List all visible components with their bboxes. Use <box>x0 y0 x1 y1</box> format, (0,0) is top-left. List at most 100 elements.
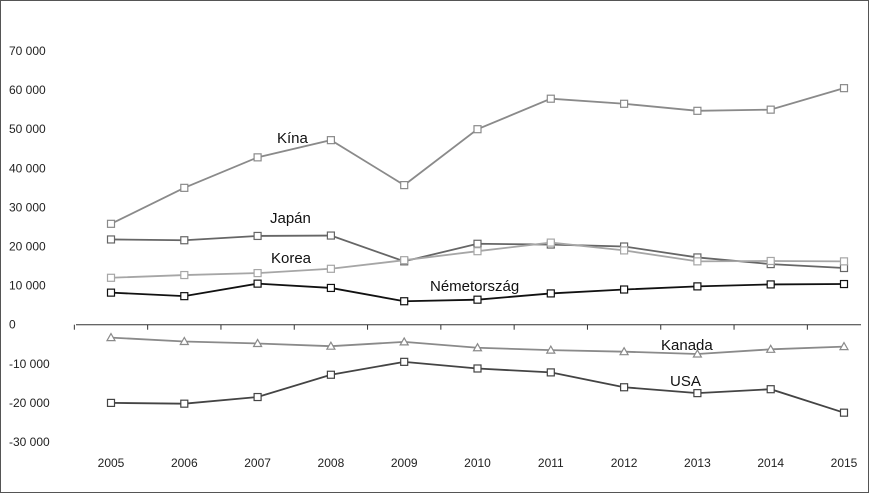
data-point <box>400 256 409 265</box>
data-point <box>839 257 849 266</box>
x-tick-label: 2009 <box>391 456 418 470</box>
y-tick-label: 20 000 <box>9 240 46 254</box>
data-point <box>839 279 849 289</box>
y-tick-label: 50 000 <box>9 122 46 136</box>
data-point <box>326 264 335 273</box>
series-label-kina: Kína <box>277 130 309 147</box>
x-tick-label: 2007 <box>244 456 271 470</box>
data-point <box>180 270 189 280</box>
data-point <box>766 280 775 289</box>
y-tick-label: -20 000 <box>9 396 50 410</box>
y-axis: 70 000 60 000 50 000 40 000 30 000 20 000 10 0… <box>9 44 861 449</box>
data-point <box>693 389 702 398</box>
data-point <box>619 246 629 255</box>
data-point <box>180 183 189 192</box>
data-point <box>106 235 116 244</box>
x-tick-label: 2011 <box>538 456 564 470</box>
y-tick-label: 40 000 <box>9 161 46 175</box>
data-point <box>619 346 630 356</box>
data-point <box>619 383 629 392</box>
x-tick-label: 2008 <box>318 456 345 470</box>
data-point <box>180 292 189 301</box>
data-point <box>399 336 410 346</box>
data-point <box>693 106 702 115</box>
data-point <box>546 368 555 377</box>
series-label-korea: Korea <box>271 250 312 267</box>
y-tick-label: 30 000 <box>9 200 46 214</box>
y-tick-label: 0 <box>9 318 16 332</box>
x-tick-label: 2010 <box>464 456 491 470</box>
data-point <box>326 283 335 293</box>
data-point <box>400 181 409 190</box>
y-tick-label: 70 000 <box>9 44 46 58</box>
series-kina <box>106 84 849 228</box>
data-point <box>545 344 556 354</box>
data-point <box>253 268 262 278</box>
data-point <box>473 125 482 134</box>
series-line <box>110 87 845 225</box>
x-tick-label: 2005 <box>98 456 125 470</box>
data-point <box>105 332 117 342</box>
data-point <box>326 370 335 379</box>
data-point <box>180 399 189 408</box>
data-point <box>619 285 629 294</box>
data-point <box>838 341 850 351</box>
data-point <box>106 219 116 228</box>
y-tick-label: -10 000 <box>9 357 50 371</box>
x-tick-label: 2013 <box>684 456 711 470</box>
data-point <box>839 263 849 273</box>
data-point <box>179 336 190 346</box>
data-point <box>253 392 262 402</box>
data-point <box>546 289 555 298</box>
data-point <box>106 398 116 407</box>
series-label-usa: USA <box>670 373 701 390</box>
series-usa <box>106 357 849 417</box>
data-point <box>839 408 849 417</box>
x-axis: 2005 2006 2007 2008 2009 2010 2011 2012 2013 2014… <box>98 456 858 470</box>
data-point <box>693 282 702 291</box>
data-point <box>326 231 335 240</box>
data-point <box>693 257 702 266</box>
series-kanada <box>105 332 850 358</box>
data-point <box>473 247 482 256</box>
series-nemetorszag <box>106 279 849 306</box>
data-point <box>473 239 482 248</box>
data-point <box>400 297 409 306</box>
data-point <box>180 236 189 245</box>
x-tick-label: 2014 <box>757 456 784 470</box>
data-point <box>839 84 849 93</box>
series-group <box>105 84 850 417</box>
data-point <box>252 338 263 348</box>
data-point <box>766 105 775 114</box>
x-tick-label: 2012 <box>611 456 638 470</box>
data-point <box>619 99 629 108</box>
data-point <box>473 364 482 373</box>
y-tick-label: -30 000 <box>9 435 50 449</box>
series-label-nemetorszag: Németország <box>430 278 519 295</box>
x-tick-label: 2015 <box>831 456 858 470</box>
data-point <box>325 340 336 350</box>
data-point <box>766 385 775 394</box>
data-point <box>253 153 262 162</box>
series-label-japan: Japán <box>270 210 311 227</box>
data-point <box>473 295 482 304</box>
series-labels: Kína Japán Korea Németország Kanada USA <box>270 130 713 390</box>
data-point <box>253 231 262 241</box>
series-label-kanada: Kanada <box>661 337 713 354</box>
x-tick-label: 2006 <box>171 456 198 470</box>
data-point <box>546 94 555 103</box>
data-point <box>106 288 116 297</box>
data-point <box>766 256 775 266</box>
data-point <box>765 344 776 353</box>
data-point <box>253 279 262 288</box>
y-tick-label: 10 000 <box>9 279 46 293</box>
data-point <box>400 357 409 366</box>
y-tick-label: 60 000 <box>9 83 46 97</box>
data-point <box>472 342 483 352</box>
data-point <box>326 136 335 145</box>
data-point <box>106 273 116 282</box>
data-point <box>692 348 703 358</box>
data-point <box>546 238 555 247</box>
